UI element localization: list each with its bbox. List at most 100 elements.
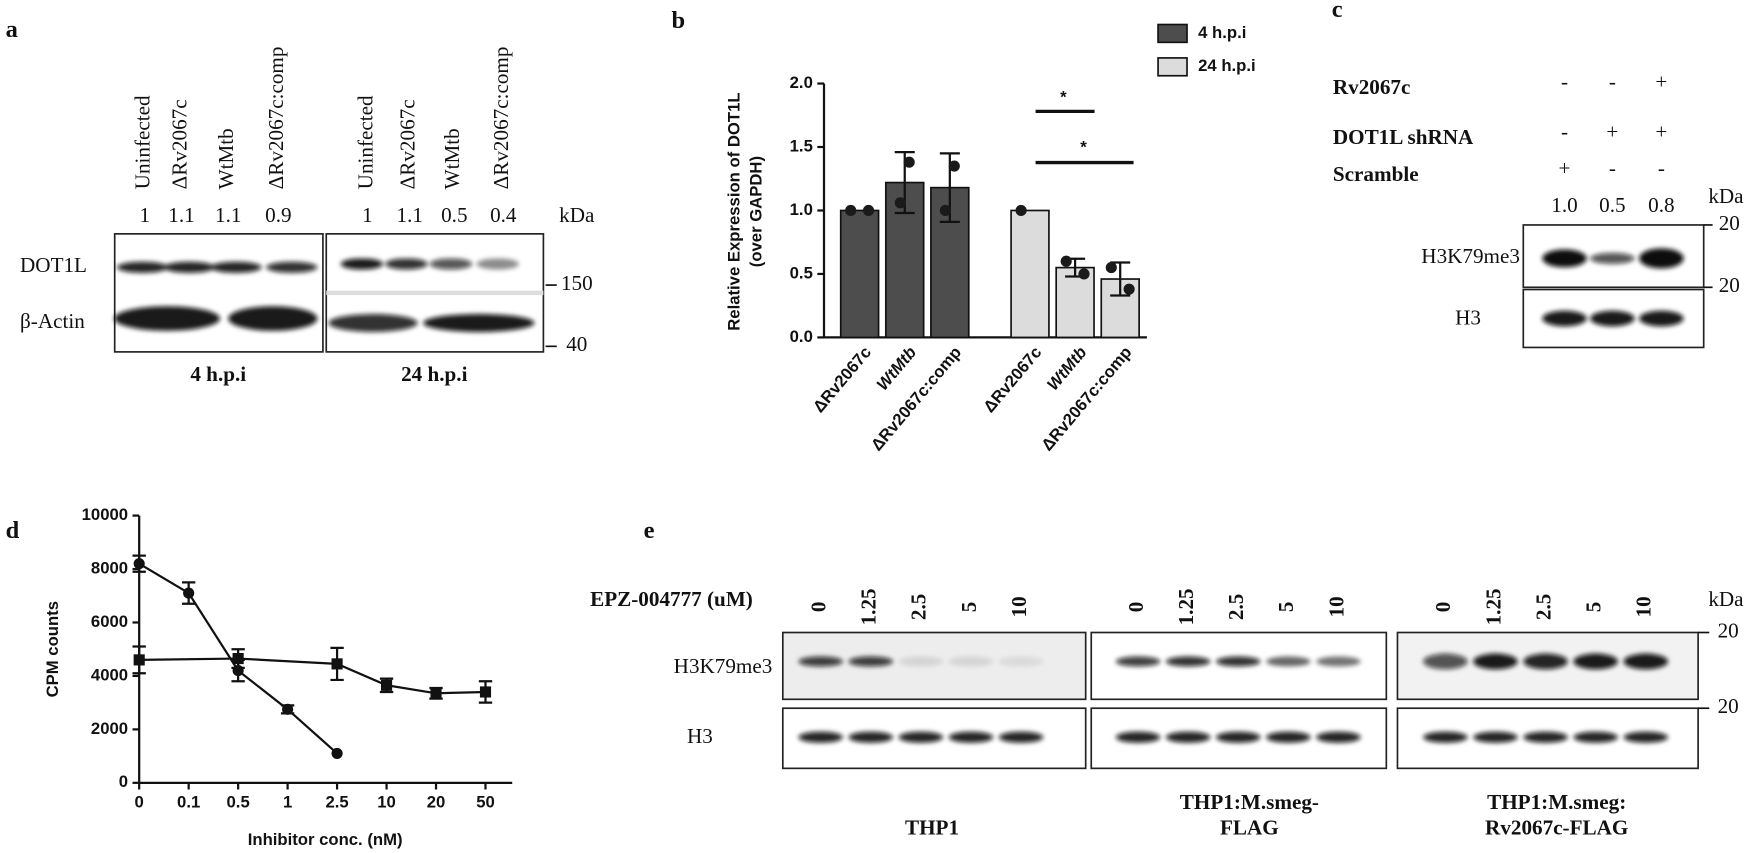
y-tick-label: 10000 xyxy=(82,505,128,524)
lane-label: Uninfected xyxy=(131,95,155,189)
ratio-label: 1.1 xyxy=(168,203,194,227)
band xyxy=(1473,731,1518,743)
band xyxy=(1523,653,1568,670)
band xyxy=(1266,731,1311,743)
legend-label: 24 h.p.i xyxy=(1198,56,1256,75)
data-point xyxy=(948,160,960,172)
data-point xyxy=(862,204,875,217)
band xyxy=(1590,310,1635,327)
blot-frame xyxy=(1090,631,1388,701)
band xyxy=(385,258,428,270)
data-point xyxy=(1060,255,1072,267)
band xyxy=(1639,310,1684,327)
band xyxy=(266,261,318,273)
unit-label: kDa xyxy=(1708,587,1744,611)
concentration-label: 10 xyxy=(1324,596,1348,617)
unit-label: kDa xyxy=(559,203,595,227)
data-point xyxy=(939,204,951,217)
data-point xyxy=(903,156,915,168)
band xyxy=(114,306,220,331)
legend-swatch xyxy=(1157,23,1188,44)
band xyxy=(429,258,473,270)
ratio-label: 1.1 xyxy=(397,203,423,227)
concentration-label: 2.5 xyxy=(1531,594,1555,620)
ratio-label: 1 xyxy=(139,203,150,227)
band xyxy=(1590,252,1635,264)
condition-sign: - xyxy=(1561,69,1568,93)
x-tick-label: 50 xyxy=(476,792,495,811)
band xyxy=(848,656,894,667)
group-label: THP1:M.smeg- xyxy=(1180,790,1319,814)
series-line xyxy=(139,657,486,695)
concentration-label: 2.5 xyxy=(907,594,931,620)
band xyxy=(1423,653,1468,670)
legend-label: 4 h.p.i xyxy=(1198,23,1246,42)
band xyxy=(1573,731,1618,743)
marker-label: 20 xyxy=(1719,211,1740,235)
band xyxy=(476,258,519,270)
y-tick-label: 2000 xyxy=(91,719,128,738)
data-point xyxy=(1105,262,1117,274)
concentration-label: 0 xyxy=(1124,602,1148,613)
row-label: H3 xyxy=(1455,305,1481,329)
band xyxy=(798,656,843,667)
significance-label: * xyxy=(1060,87,1067,106)
data-point xyxy=(479,686,492,698)
y-tick-label: 1.0 xyxy=(790,200,813,219)
band xyxy=(1623,731,1669,743)
data-point xyxy=(331,658,343,670)
lane-label: Uninfected xyxy=(353,95,377,189)
x-tick-label: 20 xyxy=(427,792,446,811)
data-point xyxy=(183,587,195,599)
ratio-label: 0.4 xyxy=(490,203,517,227)
y-tick-label: 2.0 xyxy=(790,73,813,92)
band xyxy=(1423,731,1468,743)
band xyxy=(848,731,894,743)
group-label: 4 h.p.i xyxy=(190,362,246,386)
concentration-label: 5 xyxy=(1274,602,1298,613)
concentration-label: 1.25 xyxy=(857,588,881,625)
band xyxy=(1215,731,1261,743)
condition-label: Rv2067c xyxy=(1333,75,1411,99)
concentration-label: 2.5 xyxy=(1224,594,1248,620)
x-tick-label: ΔRv2067c xyxy=(980,343,1046,416)
legend-swatch xyxy=(1157,57,1188,77)
ratio-label: 0.5 xyxy=(1599,193,1625,217)
band xyxy=(210,261,262,273)
panel-label: d xyxy=(6,517,20,544)
band xyxy=(898,656,944,667)
data-point xyxy=(894,197,906,209)
band xyxy=(1115,656,1161,667)
condition-sign: + xyxy=(1655,69,1667,93)
condition-sign: - xyxy=(1658,156,1665,180)
x-tick-label: 1 xyxy=(283,792,292,811)
concentration-label: 1.25 xyxy=(1174,588,1198,625)
band xyxy=(1266,656,1311,667)
data-point xyxy=(232,652,244,665)
data-point xyxy=(1123,283,1135,295)
group-label: 24 h.p.i xyxy=(401,362,468,386)
condition-sign: - xyxy=(1561,120,1568,144)
band xyxy=(948,731,994,743)
condition-sign: + xyxy=(1606,120,1618,144)
band xyxy=(1316,656,1361,667)
condition-sign: - xyxy=(1609,156,1616,180)
marker-label: 20 xyxy=(1718,618,1739,642)
concentration-label: 1.25 xyxy=(1481,588,1505,625)
blot-frame xyxy=(781,631,1087,701)
band xyxy=(423,314,535,332)
band xyxy=(1523,731,1568,743)
y-tick-label: 0.0 xyxy=(790,327,813,346)
y-axis-label: (over GAPDH) xyxy=(747,156,766,267)
concentration-label: 10 xyxy=(1007,596,1031,617)
group-label: THP1:M.smeg: xyxy=(1487,790,1626,814)
x-tick-label: 2.5 xyxy=(325,792,348,811)
y-axis-label: Relative Expression of DOT1L xyxy=(724,92,743,330)
y-tick-label: 0 xyxy=(119,772,128,791)
marker-label: 20 xyxy=(1719,273,1740,297)
band xyxy=(998,656,1044,667)
band xyxy=(1573,653,1618,670)
band xyxy=(1165,656,1211,667)
concentration-label: 10 xyxy=(1632,596,1656,617)
